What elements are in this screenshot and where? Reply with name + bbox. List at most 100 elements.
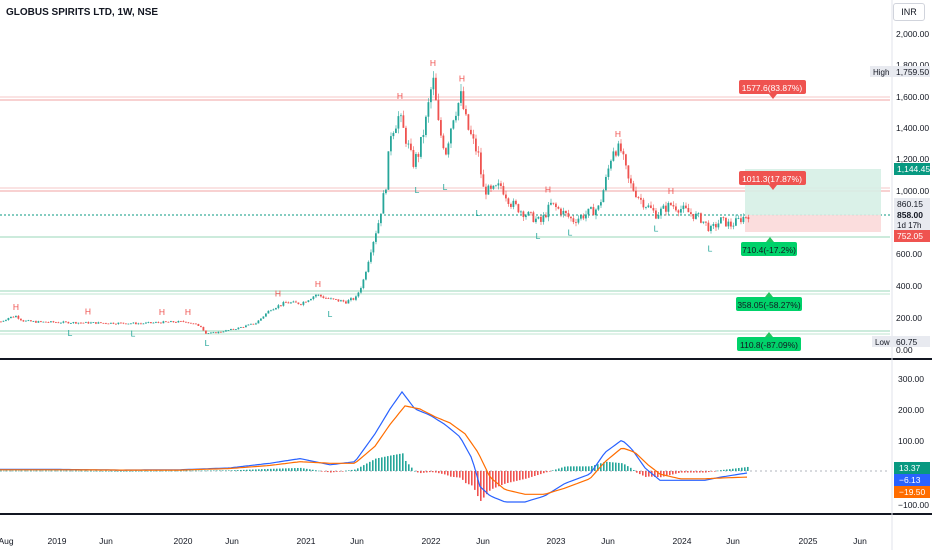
- macd-histogram-bar: [120, 471, 122, 472]
- candle-body: [540, 216, 542, 222]
- candle-body: [355, 296, 357, 300]
- candle-body: [17, 315, 20, 319]
- time-tick: 2019: [48, 536, 67, 546]
- macd-histogram-bar: [141, 470, 143, 472]
- time-tick: Jun: [853, 536, 867, 546]
- candle-body: [317, 294, 320, 296]
- candle-body: [710, 225, 712, 232]
- macd-histogram-bar: [300, 467, 302, 471]
- pivot-low-label: L: [568, 228, 573, 238]
- macd-histogram[interactable]: [0, 453, 749, 501]
- candle-body: [395, 128, 397, 133]
- candle-body: [362, 279, 365, 289]
- price-series[interactable]: [0, 71, 750, 335]
- candle-body: [310, 299, 312, 301]
- macd-histogram-bar: [666, 471, 668, 476]
- macd-histogram-bar: [420, 471, 422, 474]
- candle-body: [510, 203, 512, 207]
- macd-line[interactable]: [0, 390, 748, 503]
- macd-histogram-bar: [255, 469, 257, 471]
- candle-body: [0, 321, 2, 323]
- candle-body: [377, 223, 380, 234]
- macd-histogram-bar: [645, 471, 647, 477]
- candle-body: [725, 217, 727, 227]
- price-tick: 600.00: [896, 249, 922, 259]
- macd-histogram-bar: [15, 470, 17, 472]
- macd-histogram-bar: [315, 470, 317, 471]
- macd-histogram-bar: [207, 470, 209, 472]
- candle-body: [337, 299, 340, 302]
- candle-body: [12, 316, 15, 318]
- candle-body: [280, 305, 282, 307]
- candle-body: [347, 300, 350, 304]
- macd-histogram-bar: [387, 456, 389, 471]
- candle-body: [65, 321, 67, 323]
- time-axis[interactable]: Aug 2019 Jun 2020 Jun 2021 Jun 2022 Jun …: [0, 536, 867, 546]
- candle-body: [505, 194, 507, 199]
- macd-histogram-bar: [453, 471, 455, 477]
- price-tick: 1,400.00: [896, 123, 929, 133]
- candle-body: [237, 327, 240, 330]
- macd-histogram-bar: [273, 468, 275, 471]
- candle-body: [150, 322, 152, 324]
- macd-histogram-bar: [405, 460, 407, 471]
- level-label-s1[interactable]: 710.4(-17.2%): [741, 237, 797, 256]
- candle-body: [57, 322, 60, 324]
- candle-body: [742, 216, 745, 223]
- candle-body: [437, 100, 440, 121]
- macd-axis[interactable]: 300.00 200.00 100.00 −100.00: [898, 374, 929, 510]
- macd-histogram-bar: [246, 469, 248, 471]
- candle-body: [260, 318, 262, 321]
- candle-body: [147, 322, 150, 323]
- macd-histogram-bar: [3, 470, 5, 472]
- candle-body: [47, 322, 50, 323]
- time-tick: Aug: [0, 536, 14, 546]
- pivot-low-label: L: [131, 329, 136, 339]
- candle-body: [352, 298, 355, 300]
- macd-histogram-bar: [525, 471, 527, 479]
- price-tick: 2,000.00: [896, 29, 929, 39]
- candle-body: [242, 327, 245, 328]
- candle-body: [497, 183, 500, 186]
- horizontal-levels[interactable]: [0, 96, 890, 335]
- macd-histogram-bar: [390, 455, 392, 471]
- signal-line[interactable]: [0, 405, 748, 495]
- macd-histogram-bar: [174, 470, 176, 472]
- level-label-s3[interactable]: 110.8(-87.09%): [737, 332, 801, 351]
- candle-body: [37, 321, 40, 323]
- level-label-r1[interactable]: 1577.6(83.87%): [739, 80, 806, 99]
- candle-body: [370, 252, 372, 262]
- macd-histogram-bar: [735, 468, 737, 471]
- level-label-s2[interactable]: 358.05(-58.27%): [736, 292, 802, 311]
- candle-body: [227, 330, 230, 331]
- level-label-r2[interactable]: 1011.3(17.87%): [739, 171, 806, 190]
- macd-histogram-bar: [348, 470, 350, 471]
- macd-histogram-bar: [681, 471, 683, 473]
- candle-body: [292, 301, 295, 303]
- macd-histogram-bar: [513, 471, 515, 482]
- candle-body: [55, 322, 57, 324]
- macd-histogram-bar: [345, 470, 347, 472]
- macd-histogram-bar: [201, 470, 203, 472]
- candle-body: [677, 210, 680, 213]
- candle-body: [130, 323, 132, 325]
- macd-histogram-bar: [483, 471, 485, 498]
- macd-histogram-bar: [516, 471, 518, 481]
- candle-body: [380, 213, 382, 224]
- candle-body: [512, 200, 515, 207]
- macd-histogram-bar: [555, 469, 557, 471]
- candle-body: [272, 309, 275, 311]
- candle-body: [72, 322, 75, 324]
- macd-histogram-bar: [117, 470, 119, 472]
- macd-histogram-bar: [198, 470, 200, 472]
- time-tick: 2021: [297, 536, 316, 546]
- currency-button[interactable]: INR: [893, 3, 925, 21]
- pivot-high-label: H: [13, 302, 19, 312]
- candle-body: [62, 321, 65, 323]
- macd-histogram-bar: [132, 470, 134, 472]
- long-position-tool[interactable]: [745, 169, 881, 232]
- candle-body: [35, 321, 37, 323]
- price-axis[interactable]: 2,000.00 1,800.00 1,600.00 1,400.00 1,20…: [896, 29, 929, 355]
- candle-body: [75, 322, 77, 324]
